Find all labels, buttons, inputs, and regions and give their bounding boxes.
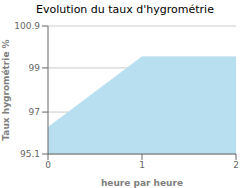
- svg-text:2: 2: [233, 160, 239, 170]
- svg-text:heure par heure: heure par heure: [101, 178, 183, 188]
- svg-text:Taux hygrométrie %: Taux hygrométrie %: [8, 39, 11, 140]
- svg-text:97: 97: [29, 107, 40, 117]
- svg-text:100.9: 100.9: [14, 21, 40, 31]
- svg-text:95.1: 95.1: [20, 149, 40, 159]
- svg-text:1: 1: [139, 160, 145, 170]
- html-text:Evolution du taux d'hygrométri: Evolution du taux d'hygrométrie: [36, 3, 214, 16]
- svg-text:99: 99: [29, 63, 41, 73]
- svg-text:0: 0: [45, 160, 51, 170]
